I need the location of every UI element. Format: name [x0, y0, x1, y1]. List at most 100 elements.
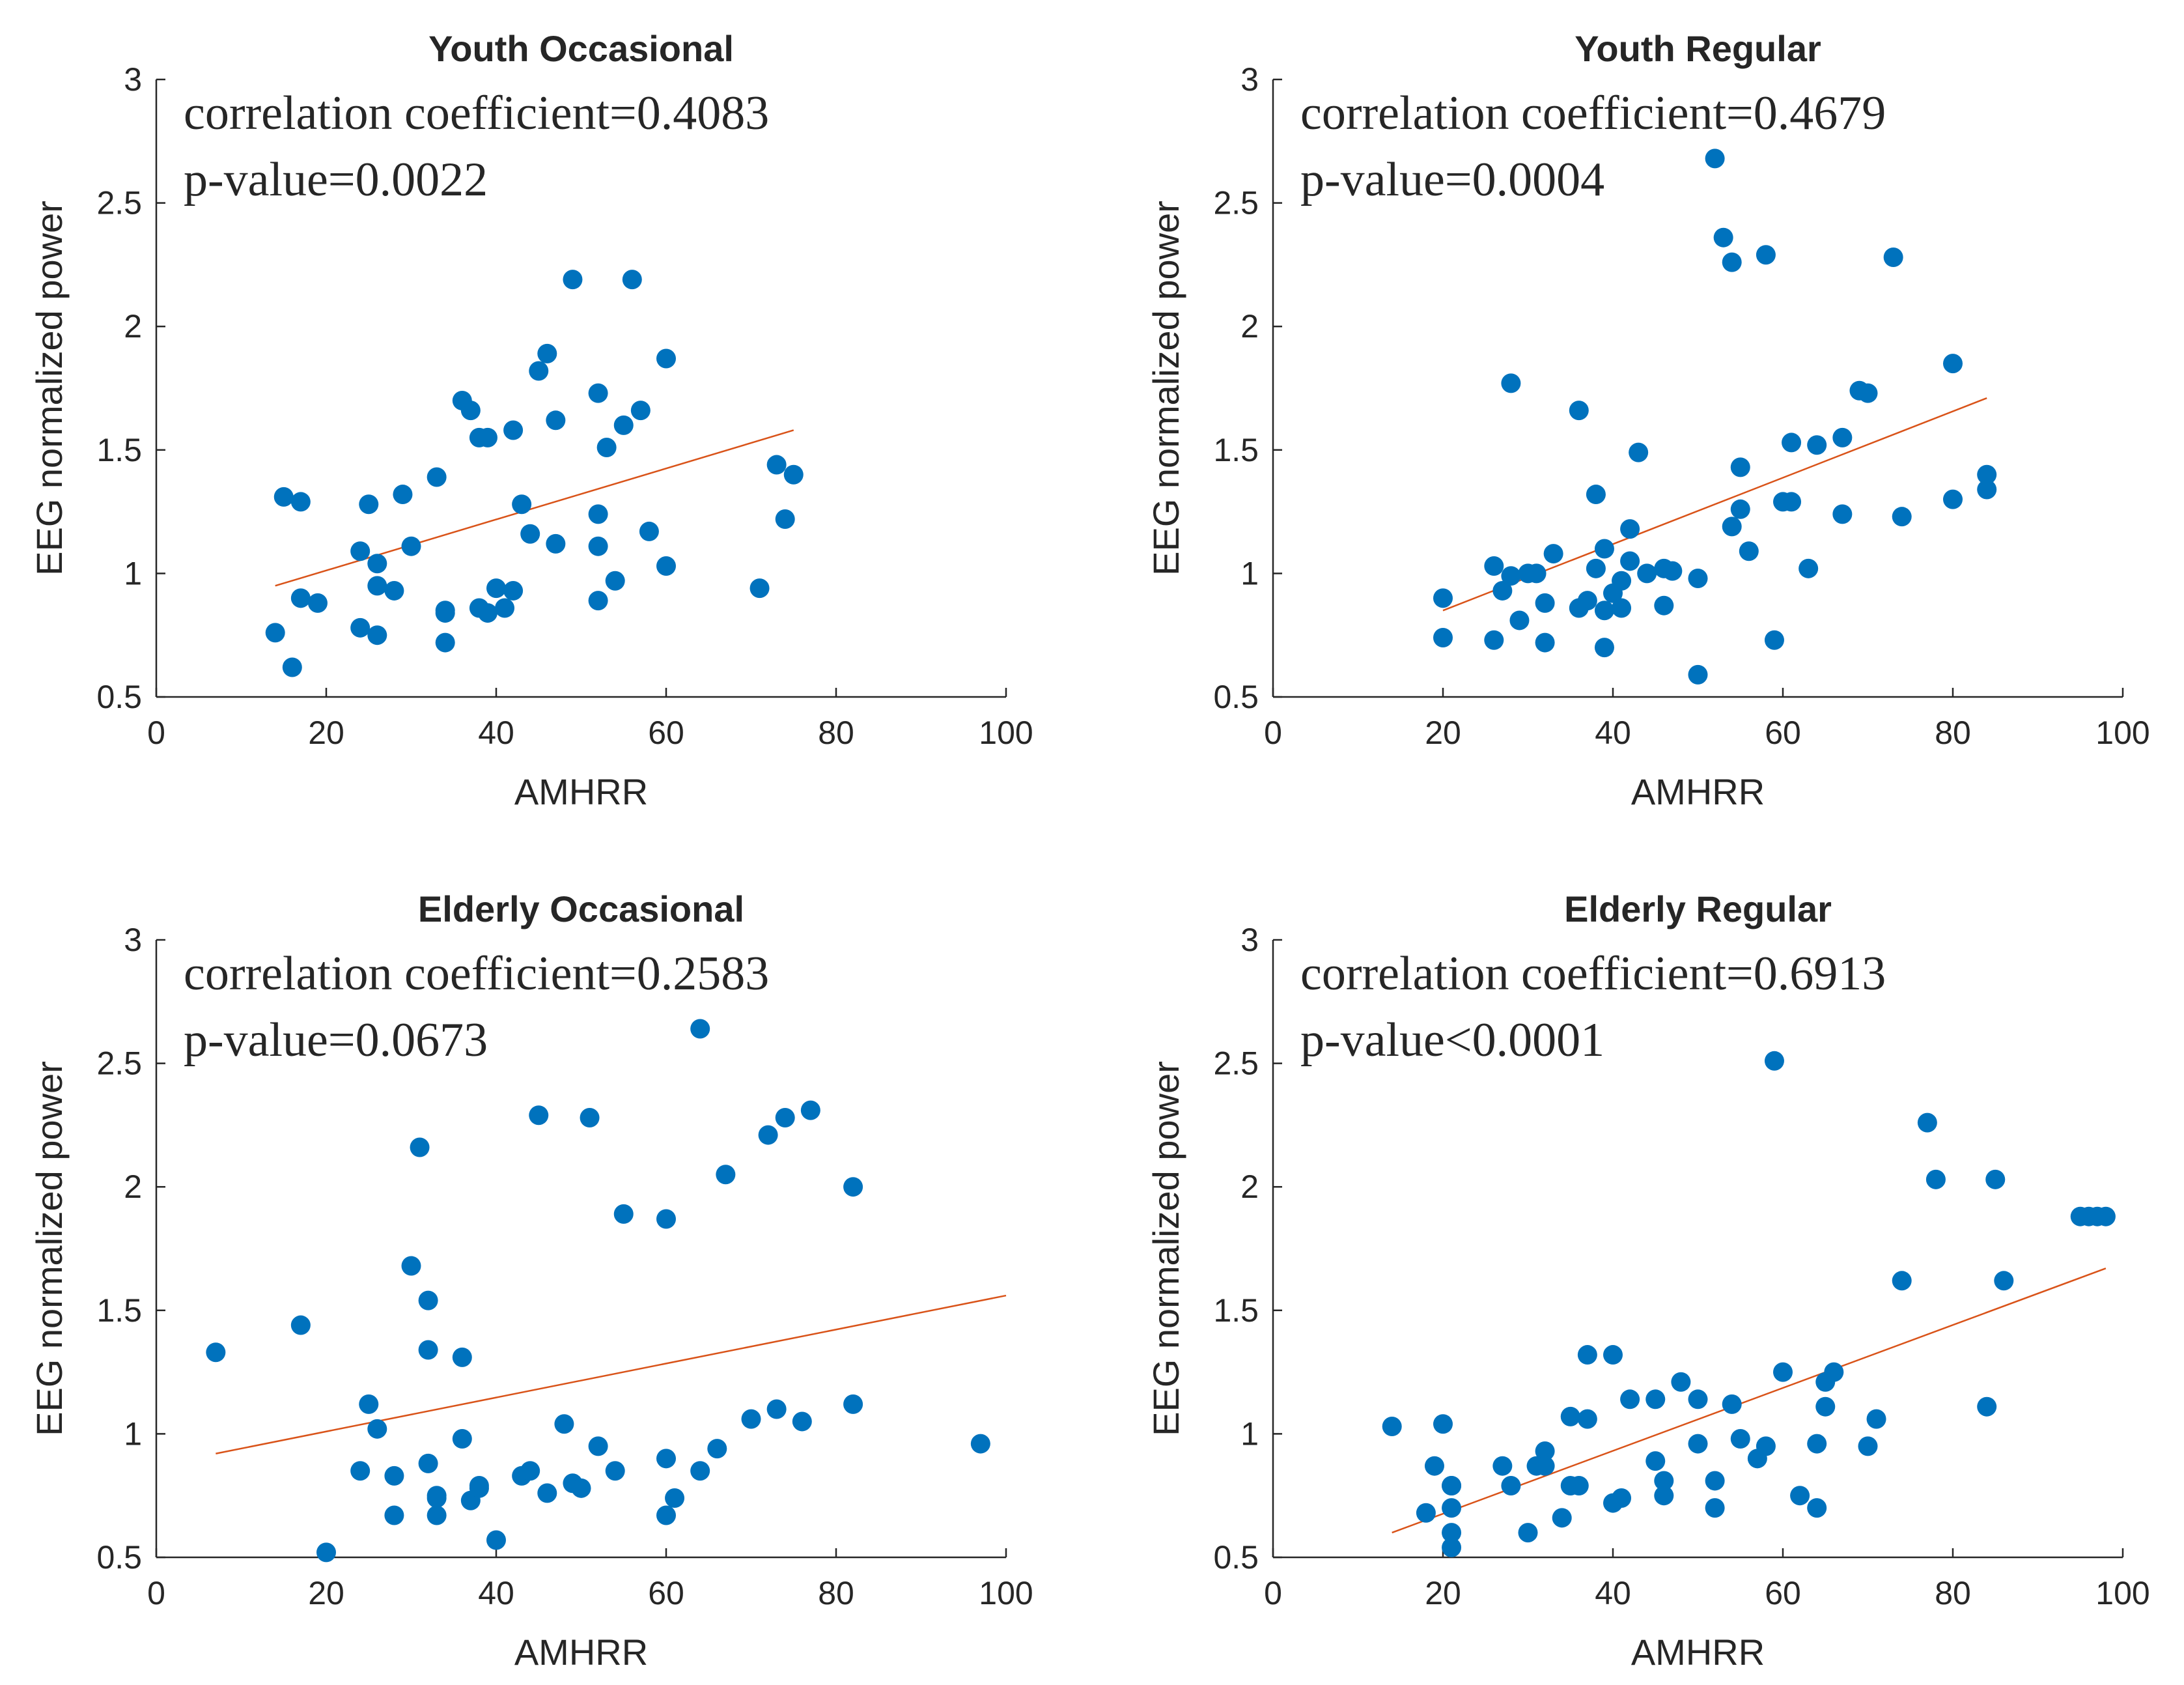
y-tick-label: 0.5	[1213, 679, 1259, 715]
data-point	[1654, 1486, 1674, 1506]
data-point	[427, 467, 447, 487]
data-point	[367, 1419, 387, 1439]
x-tick-label: 60	[648, 1575, 684, 1611]
data-point	[571, 1478, 591, 1498]
data-point	[1705, 1498, 1725, 1518]
data-point	[384, 1466, 404, 1486]
x-tick-label: 80	[1935, 1575, 1971, 1611]
data-point	[1892, 1271, 1912, 1291]
data-point	[1790, 1486, 1810, 1506]
p-value-annotation: p-value=0.0673	[184, 1013, 488, 1067]
data-point	[460, 401, 481, 421]
data-point	[418, 1290, 438, 1310]
data-point	[1730, 457, 1750, 477]
data-point	[1560, 1406, 1580, 1426]
data-point	[1484, 630, 1504, 650]
data-point	[1943, 489, 1963, 509]
data-point	[639, 521, 659, 541]
data-point	[1603, 1345, 1623, 1365]
data-point	[546, 410, 566, 431]
data-point	[1858, 383, 1878, 403]
data-point	[1688, 664, 1708, 685]
y-tick-label: 3	[1240, 61, 1259, 98]
data-point	[580, 1108, 600, 1128]
data-point	[486, 1530, 506, 1550]
data-point	[1866, 1409, 1886, 1429]
data-point	[1815, 1396, 1836, 1417]
data-point	[1629, 442, 1649, 462]
data-point	[452, 1347, 472, 1367]
data-point	[1492, 1456, 1513, 1476]
data-point	[690, 1019, 710, 1039]
data-point	[1807, 1498, 1827, 1518]
data-point	[1442, 1537, 1462, 1557]
data-point	[1612, 1488, 1632, 1508]
data-point	[1577, 1345, 1597, 1365]
data-point	[1943, 354, 1963, 374]
data-point	[766, 1399, 787, 1419]
data-point	[656, 1505, 676, 1525]
x-tick-label: 60	[648, 715, 684, 751]
data-point	[529, 1105, 549, 1126]
data-point	[1799, 558, 1819, 578]
data-point	[1977, 464, 1997, 485]
y-tick-label: 3	[124, 61, 142, 98]
x-tick-label: 80	[1935, 715, 1971, 751]
data-point	[843, 1394, 863, 1414]
y-tick-label: 1	[1240, 1415, 1259, 1452]
correlation-annotation: correlation coefficient=0.2583	[184, 947, 769, 1000]
data-point	[1688, 568, 1708, 588]
data-point	[290, 1315, 311, 1335]
data-point	[469, 1476, 489, 1496]
y-tick-label: 0.5	[96, 679, 142, 715]
data-point	[613, 415, 634, 435]
y-tick-label: 2.5	[1213, 185, 1259, 221]
data-point	[1492, 580, 1513, 601]
data-point	[367, 576, 387, 596]
data-point	[1713, 227, 1733, 248]
chart-title: Youth Occasional	[428, 28, 734, 69]
data-point	[503, 580, 524, 601]
y-axis-label: EEG normalized power	[29, 201, 70, 576]
data-point	[554, 1414, 574, 1434]
data-point	[316, 1542, 336, 1563]
data-point	[1637, 563, 1657, 584]
data-point	[359, 494, 379, 515]
chart-title: Elderly Regular	[1564, 888, 1832, 929]
data-point	[1620, 1389, 1640, 1409]
data-point	[401, 1256, 421, 1276]
data-point	[1577, 1409, 1597, 1429]
data-point	[1773, 1362, 1793, 1382]
data-point	[1433, 588, 1453, 608]
data-point	[1773, 492, 1793, 512]
data-point	[512, 494, 532, 515]
y-tick-label: 2	[124, 308, 142, 345]
data-point	[588, 504, 608, 524]
x-tick-label: 0	[147, 715, 165, 751]
x-tick-label: 0	[1264, 715, 1282, 751]
y-tick-label: 3	[124, 922, 142, 958]
data-point	[495, 598, 515, 618]
correlation-annotation: correlation coefficient=0.4679	[1300, 87, 1886, 140]
x-tick-label: 100	[979, 715, 1033, 751]
data-point	[410, 1137, 430, 1157]
x-tick-label: 0	[1264, 1575, 1282, 1611]
data-point	[1722, 1394, 1742, 1414]
y-tick-label: 2	[124, 1168, 142, 1205]
y-tick-label: 3	[1240, 922, 1259, 958]
data-point	[1569, 1476, 1589, 1496]
data-point	[792, 1411, 812, 1432]
data-point	[665, 1488, 685, 1508]
x-tick-label: 100	[2095, 715, 2149, 751]
data-point	[265, 623, 285, 643]
correlation-annotation: correlation coefficient=0.4083	[184, 87, 769, 140]
chart-panel-1: 0 20 40 60 80 100 0.5 1 1.5 2 2.5 3 Youth Occasional…	[29, 28, 1033, 812]
data-point	[206, 1342, 226, 1363]
x-tick-label: 80	[818, 715, 854, 751]
data-point	[401, 536, 421, 556]
data-point	[1807, 435, 1827, 455]
data-point	[1917, 1112, 1937, 1133]
x-tick-label: 60	[1765, 715, 1801, 751]
data-point	[596, 438, 617, 458]
data-point	[359, 1394, 379, 1414]
